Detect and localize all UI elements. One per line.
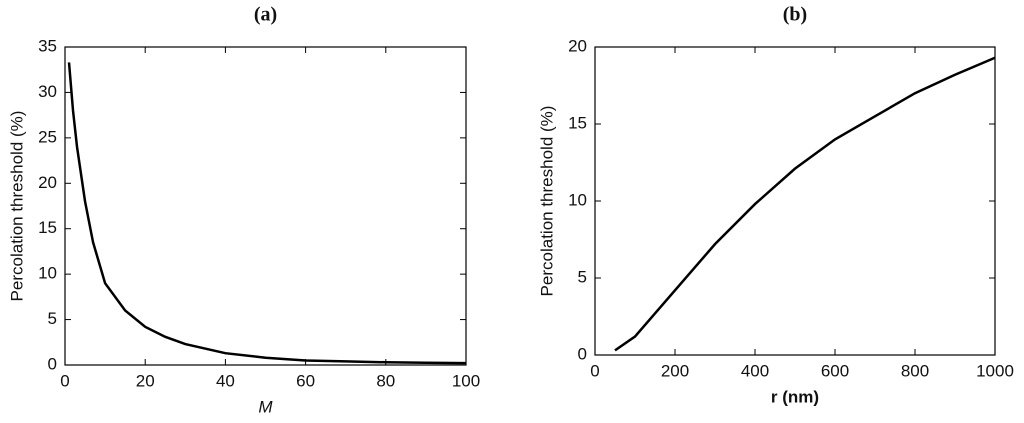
y-tick-label: 10 (568, 190, 587, 209)
x-tick-label: 0 (60, 371, 69, 390)
y-tick-label: 0 (578, 344, 587, 363)
x-tick-label: 60 (296, 371, 315, 390)
x-tick-label: 0 (590, 361, 599, 380)
chart-title: (a) (254, 4, 277, 26)
chart-title: (b) (783, 4, 807, 26)
plot-frame (64, 46, 467, 366)
y-tick-label: 5 (578, 267, 587, 286)
x-axis-label: M (258, 397, 273, 416)
y-tick-label: 10 (38, 264, 57, 283)
y-axis-label: Percolation threshold (%) (537, 106, 556, 297)
y-tick-label: 15 (568, 113, 587, 132)
x-tick-label: 200 (661, 361, 689, 380)
y-tick-label: 25 (38, 127, 57, 146)
data-line (614, 56, 996, 352)
y-tick-label: 0 (48, 354, 57, 373)
y-tick-label: 20 (568, 36, 587, 55)
data-line (67, 62, 467, 365)
x-axis-label: r (nm) (771, 387, 819, 406)
x-tick-label: 80 (376, 371, 395, 390)
x-tick-label: 40 (216, 371, 235, 390)
y-tick-label: 15 (38, 218, 57, 237)
y-tick-label: 5 (48, 309, 57, 328)
x-tick-label: 20 (136, 371, 155, 390)
y-axis-label: Percolation threshold (%) (7, 111, 26, 302)
x-tick-label: 1000 (976, 361, 1014, 380)
y-tick-label: 20 (38, 173, 57, 192)
x-tick-label: 100 (452, 371, 480, 390)
x-tick-label: 400 (741, 361, 769, 380)
x-tick-label: 600 (821, 361, 849, 380)
y-tick-label: 35 (38, 36, 57, 55)
x-tick-label: 800 (901, 361, 929, 380)
plot-frame (594, 46, 996, 356)
y-tick-label: 30 (38, 82, 57, 101)
